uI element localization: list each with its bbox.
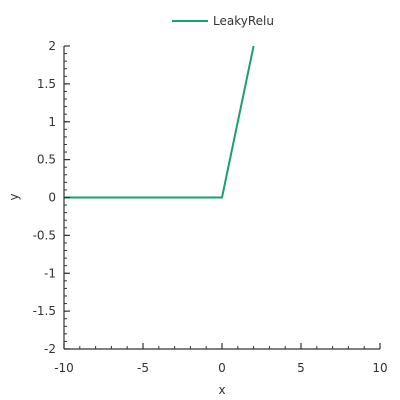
y-tick-label: 2	[48, 39, 56, 53]
axes: -10 -5 0 5 10 2 1.5 1 0.5 0 -0.5 -1 -1.5 -2	[33, 39, 388, 375]
y-axis-label: y	[7, 193, 21, 200]
x-tick-label: -10	[54, 361, 74, 375]
y-tick-label: 1.5	[37, 77, 56, 91]
x-tick-label: 5	[297, 361, 305, 375]
y-tick-label: 1	[48, 115, 56, 129]
legend: LeakyRelu	[172, 14, 274, 28]
y-tick-label: -1	[44, 266, 56, 280]
y-tick-label: -0.5	[33, 228, 56, 242]
y-tick-label: -1.5	[33, 304, 56, 318]
y-tick-label: -2	[44, 342, 56, 356]
x-tick-label: -5	[137, 361, 149, 375]
plot-area	[64, 45, 255, 199]
legend-label-leakyrelu: LeakyRelu	[213, 14, 274, 28]
y-tick-label: 0.5	[37, 153, 56, 167]
y-tick-label: 0	[48, 191, 56, 205]
series-line-leakyrelu	[64, 45, 255, 199]
x-tick-label: 10	[372, 361, 387, 375]
x-axis-label: x	[218, 383, 225, 397]
x-tick-label: 0	[218, 361, 226, 375]
